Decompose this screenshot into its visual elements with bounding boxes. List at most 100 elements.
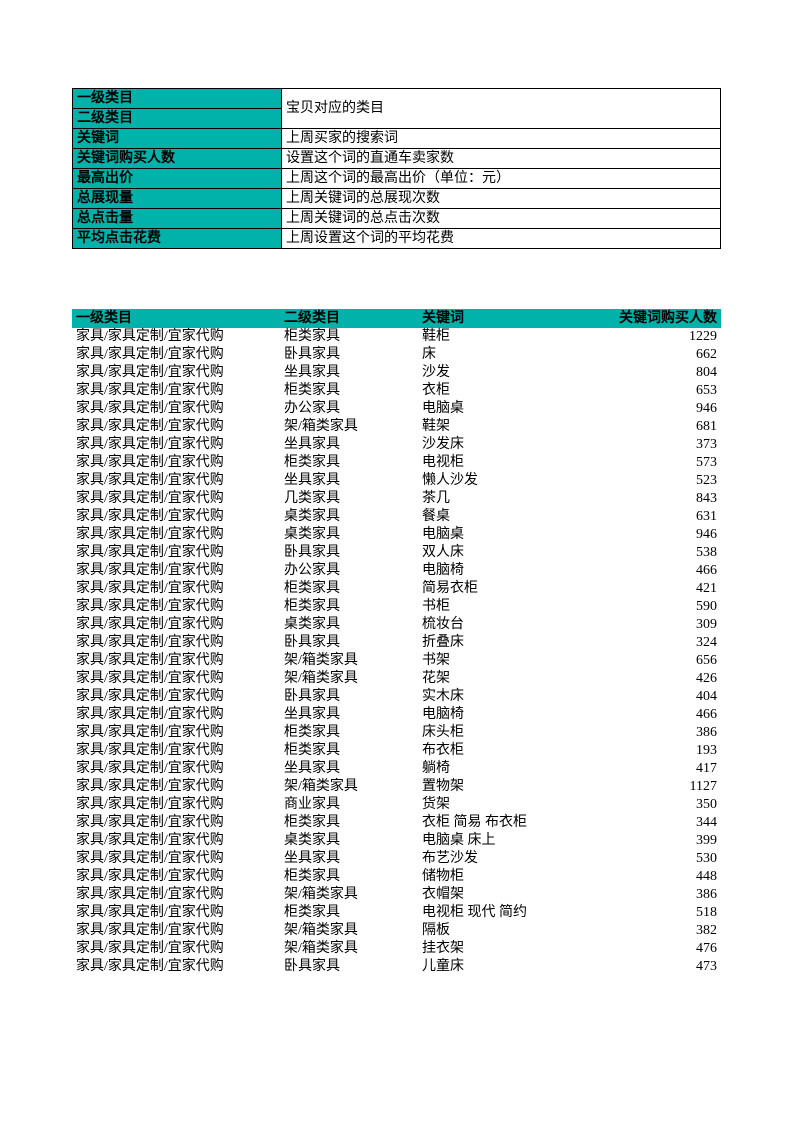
table-cell: 双人床 xyxy=(418,544,576,562)
definition-row: 关键词购买人数设置这个词的直通车卖家数 xyxy=(73,149,721,169)
table-cell: 家具/家具定制/宜家代购 xyxy=(72,436,280,454)
table-cell: 布衣柜 xyxy=(418,742,576,760)
table-cell: 家具/家具定制/宜家代购 xyxy=(72,580,280,598)
table-cell: 家具/家具定制/宜家代购 xyxy=(72,688,280,706)
table-cell: 家具/家具定制/宜家代购 xyxy=(72,598,280,616)
table-cell: 坐具家具 xyxy=(280,436,418,454)
table-cell: 家具/家具定制/宜家代购 xyxy=(72,904,280,922)
table-cell: 476 xyxy=(576,940,721,958)
table-cell: 桌类家具 xyxy=(280,508,418,526)
table-cell: 柜类家具 xyxy=(280,382,418,400)
table-cell: 电脑椅 xyxy=(418,706,576,724)
table-cell: 实木床 xyxy=(418,688,576,706)
table-cell: 折叠床 xyxy=(418,634,576,652)
table-cell: 家具/家具定制/宜家代购 xyxy=(72,454,280,472)
table-cell: 餐桌 xyxy=(418,508,576,526)
table-cell: 衣柜 简易 布衣柜 xyxy=(418,814,576,832)
table-row: 家具/家具定制/宜家代购架/箱类家具花架426 xyxy=(72,670,721,688)
table-cell: 鞋柜 xyxy=(418,328,576,346)
definition-value: 宝贝对应的类目 xyxy=(282,89,721,129)
table-cell: 家具/家具定制/宜家代购 xyxy=(72,472,280,490)
table-cell: 946 xyxy=(576,526,721,544)
table-cell: 坐具家具 xyxy=(280,364,418,382)
definition-label: 总展现量 xyxy=(73,189,282,209)
table-cell: 家具/家具定制/宜家代购 xyxy=(72,760,280,778)
table-row: 家具/家具定制/宜家代购柜类家具储物柜448 xyxy=(72,868,721,886)
table-cell: 家具/家具定制/宜家代购 xyxy=(72,922,280,940)
table-cell: 架/箱类家具 xyxy=(280,670,418,688)
table-cell: 家具/家具定制/宜家代购 xyxy=(72,778,280,796)
table-cell: 坐具家具 xyxy=(280,472,418,490)
table-row: 家具/家具定制/宜家代购架/箱类家具隔板382 xyxy=(72,922,721,940)
table-cell: 404 xyxy=(576,688,721,706)
table-cell: 梳妆台 xyxy=(418,616,576,634)
table-cell: 坐具家具 xyxy=(280,850,418,868)
table-row: 家具/家具定制/宜家代购坐具家具电脑椅466 xyxy=(72,706,721,724)
table-cell: 家具/家具定制/宜家代购 xyxy=(72,670,280,688)
definition-label: 关键词购买人数 xyxy=(73,149,282,169)
table-cell: 家具/家具定制/宜家代购 xyxy=(72,850,280,868)
table-row: 家具/家具定制/宜家代购桌类家具餐桌631 xyxy=(72,508,721,526)
table-row: 家具/家具定制/宜家代购坐具家具躺椅417 xyxy=(72,760,721,778)
definition-label: 总点击量 xyxy=(73,209,282,229)
table-cell: 书架 xyxy=(418,652,576,670)
table-row: 家具/家具定制/宜家代购坐具家具沙发804 xyxy=(72,364,721,382)
table-row: 家具/家具定制/宜家代购卧具家具折叠床324 xyxy=(72,634,721,652)
table-cell: 架/箱类家具 xyxy=(280,886,418,904)
table-cell: 柜类家具 xyxy=(280,814,418,832)
table-row: 家具/家具定制/宜家代购几类家具茶几843 xyxy=(72,490,721,508)
definition-row: 总点击量上周关键词的总点击次数 xyxy=(73,209,721,229)
table-cell: 家具/家具定制/宜家代购 xyxy=(72,364,280,382)
table-cell: 桌类家具 xyxy=(280,832,418,850)
table-cell: 家具/家具定制/宜家代购 xyxy=(72,382,280,400)
table-cell: 631 xyxy=(576,508,721,526)
table-cell: 523 xyxy=(576,472,721,490)
table-cell: 426 xyxy=(576,670,721,688)
table-row: 家具/家具定制/宜家代购坐具家具沙发床373 xyxy=(72,436,721,454)
table-cell: 家具/家具定制/宜家代购 xyxy=(72,400,280,418)
definition-value: 上周关键词的总展现次数 xyxy=(282,189,721,209)
table-cell: 货架 xyxy=(418,796,576,814)
definition-row: 最高出价上周这个词的最高出价（单位：元） xyxy=(73,169,721,189)
table-cell: 421 xyxy=(576,580,721,598)
table-cell: 挂衣架 xyxy=(418,940,576,958)
table-row: 家具/家具定制/宜家代购架/箱类家具挂衣架476 xyxy=(72,940,721,958)
col-header-1: 一级类目 xyxy=(72,309,280,328)
table-cell: 681 xyxy=(576,418,721,436)
table-cell: 324 xyxy=(576,634,721,652)
table-cell: 柜类家具 xyxy=(280,454,418,472)
table-cell: 储物柜 xyxy=(418,868,576,886)
table-cell: 电脑桌 xyxy=(418,400,576,418)
table-cell: 662 xyxy=(576,346,721,364)
table-cell: 卧具家具 xyxy=(280,634,418,652)
table-cell: 柜类家具 xyxy=(280,598,418,616)
table-cell: 柜类家具 xyxy=(280,580,418,598)
table-cell: 382 xyxy=(576,922,721,940)
table-cell: 懒人沙发 xyxy=(418,472,576,490)
table-row: 家具/家具定制/宜家代购桌类家具电脑桌 床上399 xyxy=(72,832,721,850)
table-row: 家具/家具定制/宜家代购柜类家具电视柜573 xyxy=(72,454,721,472)
definition-label: 最高出价 xyxy=(73,169,282,189)
table-cell: 鞋架 xyxy=(418,418,576,436)
table-cell: 466 xyxy=(576,706,721,724)
table-cell: 卧具家具 xyxy=(280,544,418,562)
definition-label: 关键词 xyxy=(73,129,282,149)
table-cell: 466 xyxy=(576,562,721,580)
table-cell: 家具/家具定制/宜家代购 xyxy=(72,652,280,670)
table-cell: 架/箱类家具 xyxy=(280,418,418,436)
table-cell: 家具/家具定制/宜家代购 xyxy=(72,940,280,958)
table-cell: 衣帽架 xyxy=(418,886,576,904)
definition-value: 上周设置这个词的平均花费 xyxy=(282,229,721,249)
table-cell: 家具/家具定制/宜家代购 xyxy=(72,724,280,742)
table-cell: 卧具家具 xyxy=(280,958,418,976)
definition-row: 总展现量上周关键词的总展现次数 xyxy=(73,189,721,209)
table-cell: 193 xyxy=(576,742,721,760)
table-cell: 卧具家具 xyxy=(280,688,418,706)
table-cell: 柜类家具 xyxy=(280,868,418,886)
table-cell: 518 xyxy=(576,904,721,922)
definition-value: 上周关键词的总点击次数 xyxy=(282,209,721,229)
data-table: 一级类目 二级类目 关键词 关键词购买人数 家具/家具定制/宜家代购柜类家具鞋柜… xyxy=(72,309,721,976)
definition-row: 平均点击花费上周设置这个词的平均花费 xyxy=(73,229,721,249)
table-cell: 置物架 xyxy=(418,778,576,796)
table-cell: 电脑桌 xyxy=(418,526,576,544)
